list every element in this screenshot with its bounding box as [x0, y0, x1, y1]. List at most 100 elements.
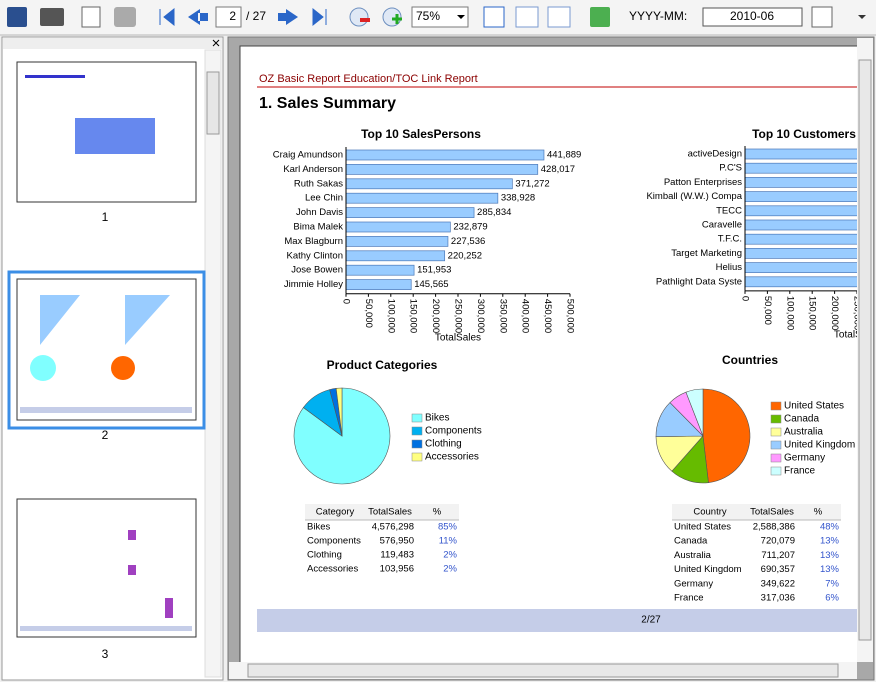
table-cell: Components — [307, 536, 361, 547]
x-tick-label: 500,000 — [564, 299, 575, 333]
thumbnail-scroll-thumb[interactable] — [206, 71, 220, 135]
category-label: TECC — [716, 205, 742, 216]
date-value[interactable]: 2010-06 — [730, 9, 774, 23]
category-label: Kimball (W.W.) Compa — [646, 191, 742, 202]
thumbnail-scrollbar[interactable] — [204, 49, 222, 678]
table-cell: 576,950 — [380, 536, 414, 547]
x-tick-label: 100,000 — [784, 296, 795, 330]
thumbnail-label: 1 — [102, 210, 109, 224]
report-page-viewport: OZ Basic Report Education/TOC Link Repor… — [239, 45, 876, 662]
legend-swatch — [770, 401, 782, 411]
table-cell: 103,956 — [380, 564, 414, 575]
x-tick-label: 0 — [340, 299, 351, 304]
table-cell: France — [674, 593, 704, 604]
category-label: T.F.C. — [718, 234, 742, 245]
horizontal-scroll-thumb[interactable] — [247, 663, 839, 678]
bar — [744, 177, 857, 188]
first-page-button[interactable] — [159, 7, 175, 27]
table-cell: 2% — [443, 564, 457, 575]
table-header — [305, 504, 459, 520]
legend-swatch — [770, 440, 782, 450]
chart-title: Top 10 Customers — [752, 127, 856, 141]
search-button[interactable] — [590, 7, 610, 27]
bar — [345, 236, 449, 247]
save-button[interactable] — [7, 7, 27, 27]
date-label: YYYY-MM: — [629, 9, 687, 23]
report-header: OZ Basic Report Education/TOC Link Repor… — [259, 73, 478, 85]
bar — [345, 164, 539, 175]
text-button[interactable] — [81, 6, 101, 28]
column-header: % — [433, 507, 442, 518]
axis-label: TotalSales — [435, 332, 481, 343]
thumbnail-label: 2 — [102, 428, 109, 442]
table-cell: United States — [674, 522, 731, 533]
thumbnail-label: 3 — [102, 647, 109, 661]
x-tick-label: 50,000 — [363, 299, 374, 328]
table-cell: United Kingdom — [674, 564, 742, 575]
page-input[interactable] — [215, 6, 242, 28]
bar — [744, 262, 857, 273]
value-label: 441,889 — [547, 150, 581, 161]
close-panel-button[interactable] — [212, 39, 220, 47]
table-cell: Germany — [674, 578, 713, 589]
prev-page-button[interactable] — [188, 9, 208, 25]
x-tick-label: 150,000 — [408, 299, 419, 333]
category-label: Max Blagburn — [284, 236, 343, 247]
vertical-scroll-thumb[interactable] — [858, 59, 872, 641]
fit-page-button[interactable] — [483, 6, 505, 28]
toolbar-menu-arrow[interactable] — [858, 15, 866, 19]
legend-label: Canada — [784, 414, 819, 425]
value-label: 151,953 — [417, 265, 451, 276]
column-header: Country — [693, 507, 727, 518]
zoom-out-icon — [360, 18, 370, 22]
bar — [345, 207, 475, 218]
page-footer: 2/27 — [641, 615, 661, 626]
next-page-button[interactable] — [278, 9, 298, 25]
thumbnail-content — [25, 75, 85, 78]
bar — [345, 264, 415, 276]
zoom-select[interactable] — [411, 6, 469, 28]
pie-slice — [685, 388, 704, 437]
category-label: John Davis — [296, 207, 343, 218]
zoom-value[interactable]: 75% — [416, 9, 440, 23]
legend-label: Germany — [784, 453, 825, 464]
fit-height-button[interactable] — [547, 6, 571, 28]
bar — [345, 192, 499, 204]
legend-label: United States — [784, 401, 844, 412]
category-label: Target Marketing — [671, 248, 742, 259]
category-label: Craig Amundson — [273, 150, 343, 161]
table-cell: 4,576,298 — [372, 522, 414, 533]
fit-width-button[interactable] — [515, 6, 539, 28]
bar — [345, 250, 446, 262]
axis-label: TotalSales — [834, 330, 876, 341]
section-title: 1. Sales Summary — [259, 95, 396, 112]
date-input[interactable] — [702, 7, 803, 27]
column-header: TotalSales — [750, 507, 794, 518]
pie-slice — [702, 388, 751, 484]
x-tick-label: 350,000 — [497, 299, 508, 333]
legend-swatch — [411, 413, 423, 423]
thumbnail-content — [128, 530, 173, 618]
x-tick-label: 450,000 — [542, 299, 553, 333]
query-button[interactable] — [811, 6, 833, 28]
zoom-out-button[interactable] — [349, 7, 369, 27]
table-cell: Bikes — [307, 522, 330, 533]
value-label: 220,252 — [448, 250, 482, 261]
export-button[interactable] — [114, 7, 136, 27]
category-label: Patton Enterprises — [664, 177, 742, 188]
last-page-button[interactable] — [312, 7, 327, 27]
category-label: Jose Bowen — [291, 265, 343, 276]
table-cell: 349,622 — [761, 578, 795, 589]
page-number[interactable]: 2 — [229, 9, 236, 23]
chart-title: Top 10 SalesPersons — [361, 127, 481, 141]
legend-swatch — [770, 466, 782, 476]
x-tick-label: 0 — [739, 296, 750, 301]
print-button[interactable] — [40, 8, 64, 26]
zoom-dropdown-arrow — [457, 15, 465, 19]
value-label: 428,017 — [541, 164, 575, 175]
x-tick-label: 50,000 — [762, 296, 773, 325]
category-label: Lee Chin — [305, 193, 343, 204]
thumbnail-content — [111, 356, 135, 380]
category-label: Ruth Sakas — [294, 178, 343, 189]
